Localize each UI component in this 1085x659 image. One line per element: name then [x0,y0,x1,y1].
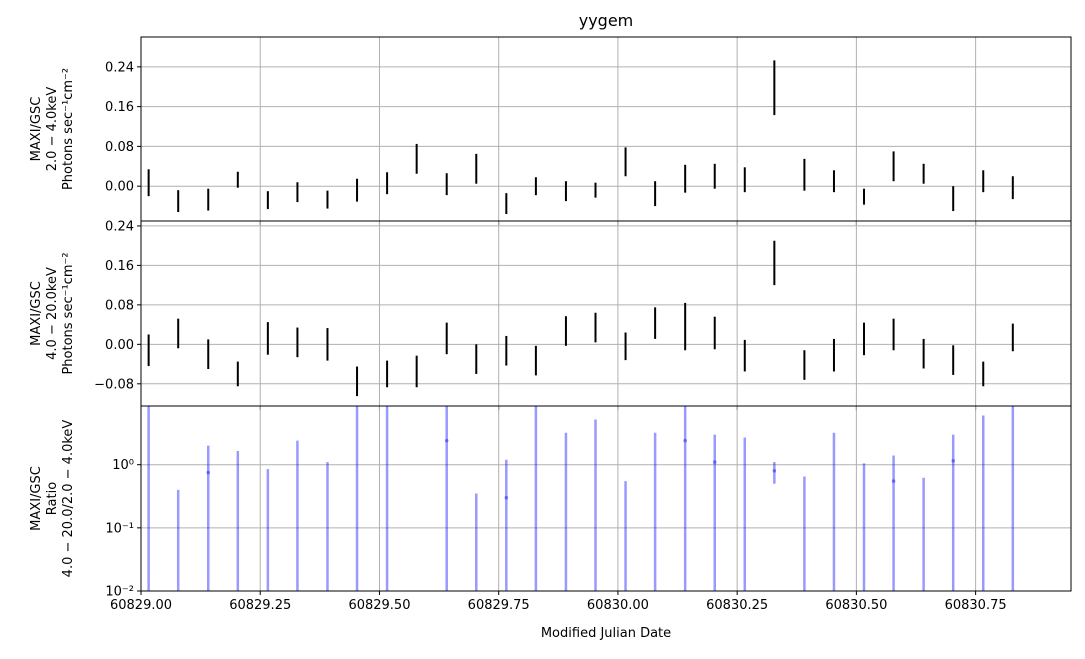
y-tick-label: 0.16 [105,100,134,115]
panel-2: −0.08 0.00 0.08 0.16 0.24 MAXI/GSC4.0 − 20.0k… [29,219,1072,410]
y-axis-title-line: Photons sec⁻¹cm⁻² [61,252,76,374]
y-axis-title-line: 2.0 − 4.0keV [45,87,60,172]
y-axis-title-line: MAXI/GSC [29,466,44,531]
x-tick-label: 60830.75 [945,598,1007,613]
y-tick-label: 10⁰ [112,458,134,473]
ratio-point [712,460,717,464]
ratio-point [504,495,509,500]
y-tick-label: 0.00 [105,180,134,195]
ratio-point [772,469,777,473]
x-tick-label: 60829.00 [110,598,172,613]
x-tick-label: 60830.50 [825,598,887,613]
y-axis-title: MAXI/GSC4.0 − 20.0keVPhotons sec⁻¹cm⁻² [29,252,76,374]
x-tick-label: 60829.50 [348,598,410,613]
y-tick-label: 10⁻² [105,585,134,600]
y-axis-title: MAXI/GSCRatio4.0 − 20.0/2.0 − 4.0keV [29,420,76,578]
y-axis-title-line: Photons sec⁻¹cm⁻² [61,68,76,190]
x-tick-label: 60829.25 [229,598,291,613]
y-tick-label: 0.24 [105,219,134,234]
y-tick-label: 0.08 [105,140,134,155]
y-axis-title-line: Ratio [45,482,60,515]
ratio-point [891,479,896,483]
panel-data [147,60,1014,215]
panel-3: 60829.00 60829.25 60829.50 60829.75 60830.00… [29,405,1072,613]
x-tick-label: 60830.00 [587,598,649,613]
y-tick-label: 0.00 [105,338,134,353]
x-axis-title: Modified Julian Date [541,626,671,641]
chart-title: yygem [579,11,634,30]
x-tick-label: 60829.75 [468,598,530,613]
panel-data [147,406,1015,591]
panel-frame [140,220,1072,407]
y-tick-label: 0.24 [105,60,134,75]
ratio-point [206,470,211,475]
panel-frame [140,36,1072,222]
ratio-point [951,459,955,463]
y-axis-title-line: 4.0 − 20.0keV [45,267,60,360]
panel-frame [140,405,1072,592]
y-tick-label: 0.08 [105,298,134,313]
x-tick-label: 60830.25 [706,598,768,613]
y-tick-label: −0.08 [94,377,134,392]
panel-data [147,240,1014,397]
y-axis-title-line: MAXI/GSC [29,97,44,162]
y-axis-title-line: MAXI/GSC [29,281,44,346]
y-axis-title-line: 4.0 − 20.0/2.0 − 4.0keV [61,420,76,578]
panel-1: 0.00 0.08 0.16 0.24 MAXI/GSC2.0 − 4.0keVPhot… [29,36,1072,225]
y-axis-title: MAXI/GSC2.0 − 4.0keVPhotons sec⁻¹cm⁻² [29,68,76,190]
y-tick-label: 0.16 [105,259,134,274]
ratio-point [444,438,449,443]
y-tick-label: 10⁻¹ [105,521,134,536]
ratio-point [683,438,687,443]
